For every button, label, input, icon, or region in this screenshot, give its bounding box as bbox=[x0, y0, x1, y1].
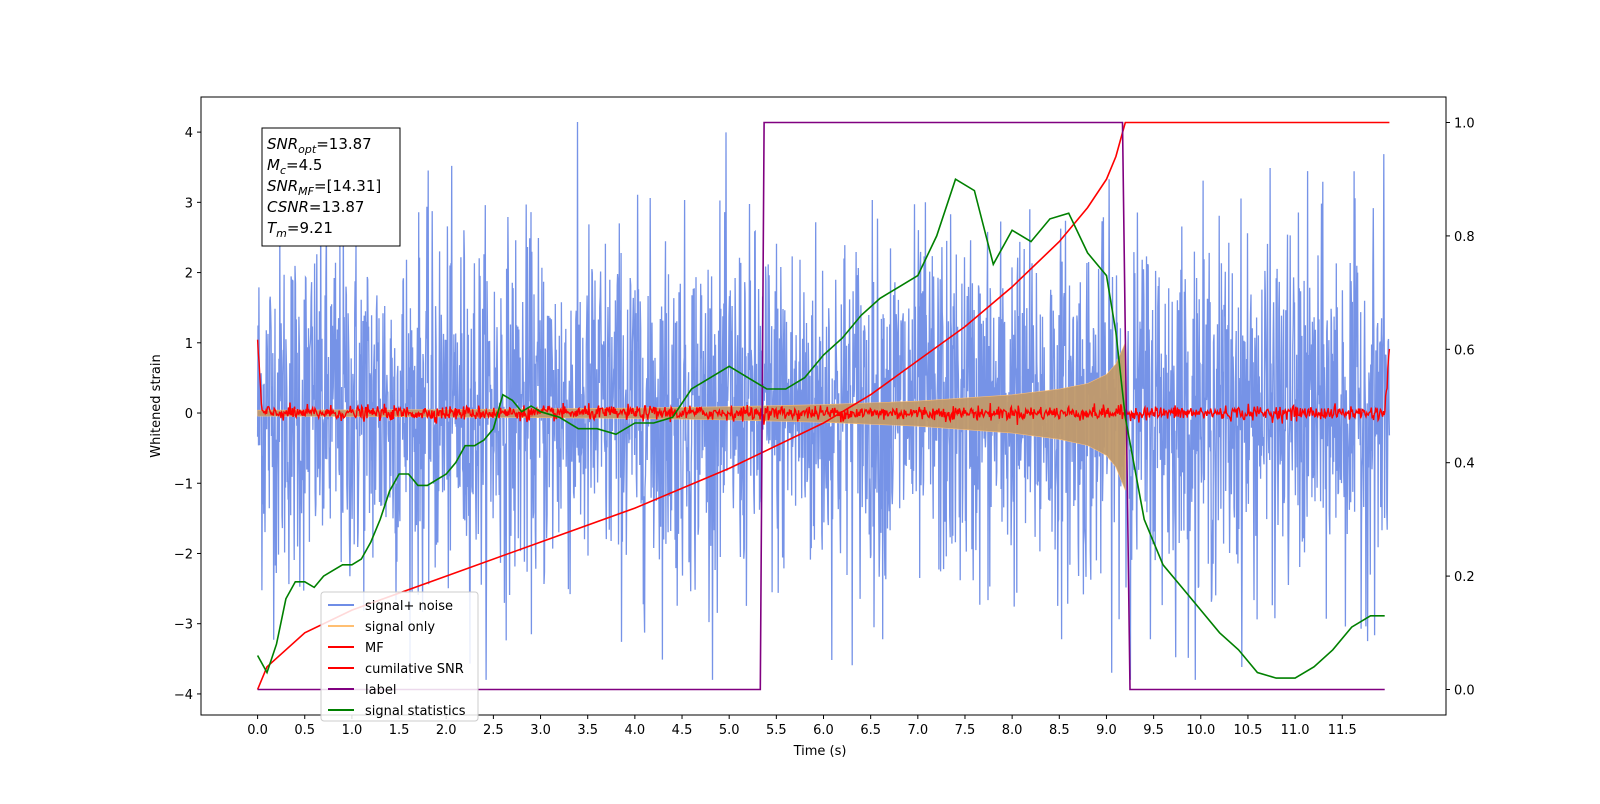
series-signal-statistics bbox=[256, 177, 1385, 679]
annotation-line: SNRopt=13.87 bbox=[267, 135, 372, 156]
legend-entry: cumilative SNR bbox=[365, 662, 464, 677]
x-tick-label: 3.0 bbox=[530, 723, 551, 738]
x-tick-label: 7.5 bbox=[955, 723, 976, 738]
x-tick-label: 5.0 bbox=[719, 723, 740, 738]
legend: signal+ noise signal only MF cumilative SNR… bbox=[320, 591, 479, 722]
legend-entry: label bbox=[365, 683, 396, 698]
annotation-frame bbox=[261, 127, 401, 247]
series-label bbox=[257, 121, 1385, 691]
legend-entry: signal only bbox=[365, 620, 435, 635]
y-axis-left: 4 3 2 1 0 −1 −2 −3 −4 bbox=[174, 126, 201, 703]
x-tick-label: 4.5 bbox=[672, 723, 693, 738]
y2-tick-label: 0.6 bbox=[1454, 343, 1475, 358]
y-axis-right: 1.0 0.8 0.6 0.4 0.2 0.0 bbox=[1446, 117, 1475, 698]
series-mf bbox=[256, 339, 1391, 425]
annotation-line: Mc=4.5 bbox=[267, 156, 322, 177]
y-tick-label: 0 bbox=[185, 407, 193, 422]
y-tick-label: −1 bbox=[174, 477, 193, 492]
annotation-line: Tm=9.21 bbox=[267, 219, 333, 240]
x-tick-label: 0.5 bbox=[294, 723, 315, 738]
x-tick-label: 5.5 bbox=[766, 723, 787, 738]
legend-frame bbox=[320, 591, 479, 722]
y-tick-label: −4 bbox=[174, 688, 193, 703]
x-tick-label: 10.5 bbox=[1233, 723, 1262, 738]
x-tick-label: 1.5 bbox=[389, 723, 410, 738]
y2-tick-label: 0.8 bbox=[1454, 230, 1475, 245]
y-tick-label: −2 bbox=[174, 547, 193, 562]
y2-tick-label: 1.0 bbox=[1454, 117, 1475, 132]
legend-entry: signal statistics bbox=[365, 704, 466, 719]
x-tick-label: 8.0 bbox=[1002, 723, 1023, 738]
x-tick-label: 6.0 bbox=[813, 723, 834, 738]
x-tick-label: 9.0 bbox=[1096, 723, 1117, 738]
annotation-line: SNRMF=[14.31] bbox=[267, 177, 381, 198]
x-tick-label: 10.0 bbox=[1186, 723, 1215, 738]
y2-tick-label: 0.2 bbox=[1454, 570, 1475, 585]
annotation-box: SNRopt=13.87Mc=4.5SNRMF=[14.31]CSNR=13.8… bbox=[261, 127, 401, 247]
y2-tick-label: 0.4 bbox=[1454, 457, 1475, 472]
y2-tick-label: 0.0 bbox=[1454, 683, 1475, 698]
x-tick-label: 2.5 bbox=[483, 723, 504, 738]
x-axis-label: Time (s) bbox=[793, 744, 847, 759]
y-tick-label: 4 bbox=[185, 126, 193, 141]
annotation-line: CSNR=13.87 bbox=[267, 198, 364, 216]
x-tick-label: 11.0 bbox=[1281, 723, 1310, 738]
y-axis-label: Whitened strain bbox=[149, 354, 164, 457]
y-tick-label: 1 bbox=[185, 337, 193, 352]
x-tick-label: 7.0 bbox=[907, 723, 928, 738]
x-tick-label: 8.5 bbox=[1049, 723, 1070, 738]
x-tick-label: 1.0 bbox=[342, 723, 363, 738]
legend-entry: signal+ noise bbox=[365, 599, 453, 614]
series-signal-only bbox=[257, 342, 1127, 491]
x-axis: 0.0 0.5 1.0 1.5 2.0 2.5 3.0 3.5 4.0 4.5 5.0 5.5 6.0 6… bbox=[247, 715, 1357, 738]
y-tick-label: −3 bbox=[174, 618, 193, 633]
x-tick-label: 6.5 bbox=[860, 723, 881, 738]
legend-entry: MF bbox=[365, 641, 384, 656]
x-tick-label: 4.0 bbox=[625, 723, 646, 738]
y-tick-label: 3 bbox=[185, 196, 193, 211]
x-tick-label: 9.5 bbox=[1143, 723, 1164, 738]
y-tick-label: 2 bbox=[185, 267, 193, 282]
x-tick-label: 11.5 bbox=[1328, 723, 1357, 738]
x-tick-label: 3.5 bbox=[577, 723, 598, 738]
x-tick-label: 2.0 bbox=[436, 723, 457, 738]
x-tick-label: 0.0 bbox=[247, 723, 268, 738]
